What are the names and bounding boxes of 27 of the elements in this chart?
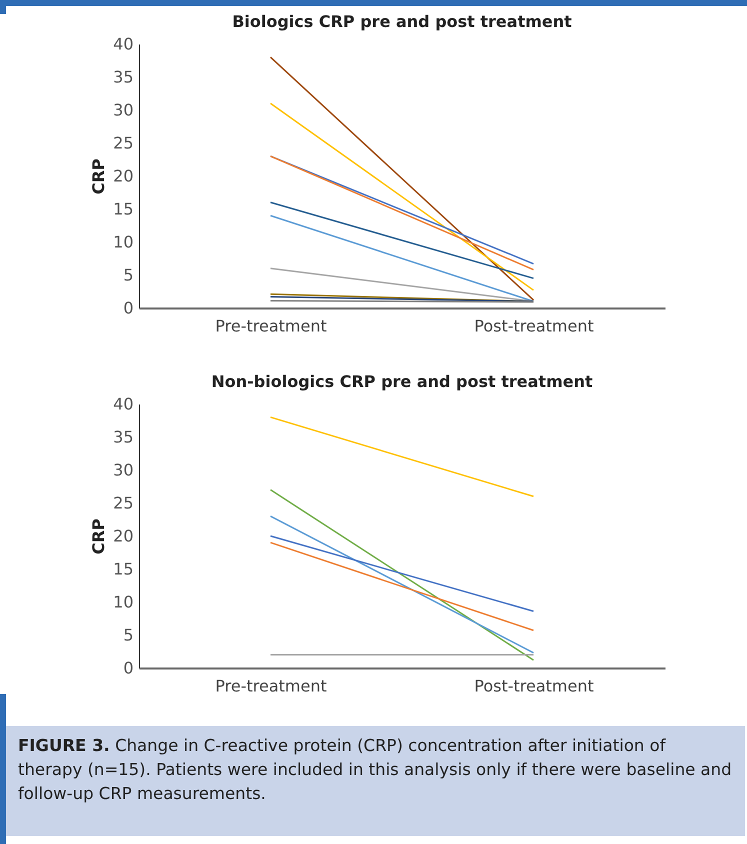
x-tick-label: Post-treatment — [474, 676, 594, 696]
y-tick-label: 35 — [113, 68, 134, 86]
y-tick-label: 5 — [123, 626, 134, 644]
y-tick-label: 20 — [113, 166, 134, 186]
x-tick-label: Pre-treatment — [215, 316, 327, 336]
chart-title: Biologics CRP pre and post treatment — [232, 12, 572, 31]
y-tick-label: 30 — [113, 100, 134, 120]
caption: FIGURE 3. Change in C-reactive protein (CRP) concentration after initiation of therapy (n=15). Patients were included in this analysis only if there were baseline and follow-up CRP measurements. — [18, 735, 733, 805]
x-tick-label: Pre-treatment — [215, 676, 327, 696]
y-tick-label: 40 — [113, 394, 134, 414]
y-tick-label: 30 — [113, 460, 134, 480]
y-tick-label: 20 — [113, 526, 134, 546]
y-tick-label: 0 — [123, 658, 134, 678]
y-tick-label: 10 — [113, 592, 134, 612]
y-tick-label: 15 — [113, 560, 134, 578]
x-tick-label: Post-treatment — [474, 316, 594, 336]
y-axis-title: CRP — [89, 158, 108, 194]
y-tick-label: 10 — [113, 232, 134, 252]
y-tick-label: 0 — [123, 298, 134, 318]
y-tick-label: 25 — [113, 494, 134, 512]
y-axis-title: CRP — [89, 518, 108, 554]
y-tick-label: 40 — [113, 34, 134, 54]
y-tick-label: 5 — [123, 266, 134, 284]
y-tick-label: 15 — [113, 200, 134, 218]
chart-title: Non-biologics CRP pre and post treatment — [211, 372, 593, 391]
y-tick-label: 25 — [113, 134, 134, 152]
y-tick-label: 35 — [113, 428, 134, 446]
